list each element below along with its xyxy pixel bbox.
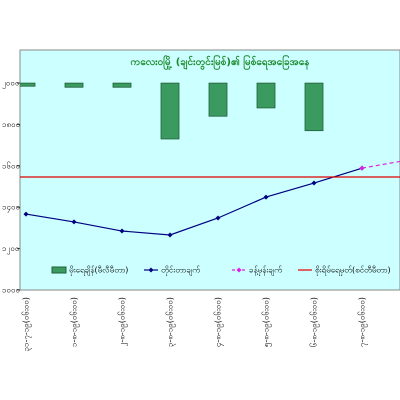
line [25,167,363,236]
point [71,219,77,225]
legend-marker [236,267,242,273]
point [23,211,29,217]
x-tick-label: ၃၁-၇-၁၉(၀၆း၀၀) [21,297,33,352]
x-tick-label: ၂-၈-၁၉(၀၆း၀၀) [117,297,129,347]
x-tick-label: ၅-၈-၁၉(၀၆း၀၀) [261,297,273,347]
point [263,194,269,200]
bar [20,82,36,87]
y-tick-label: ၁၀၀၀ [2,286,20,295]
chart-title: ကလေးဝမြို့ (ချင်းတွင်းမြစ်)၏ မြစ်ရေအခြေအ… [131,54,310,71]
bar [64,82,84,88]
x-tick-label: ၃-၈-၁၉(၀၆း၀၀) [165,297,177,347]
x-tick-label: ၁-၈-၁၉(၀၆း၀၀) [69,297,81,347]
y-tick-label: ၁၂၀၀ [2,244,19,255]
legend-marker [148,267,154,273]
point [311,180,317,186]
point [359,165,365,171]
x-tick-label: ၆-၈-၁၉(၀၆း၀၀) [309,297,321,347]
bar [256,82,276,109]
y-tick-label: ၂၀၀၀ [2,79,19,90]
legend-label: တိုင်းတာချက် [161,265,200,277]
forecast-line [361,160,400,169]
point [215,215,221,221]
x-tick-label: ၄-၈-၁၉(၀၆း၀၀) [213,297,225,347]
y-tick-label: ၁၆၀၀ [2,160,20,170]
bar [208,82,228,117]
legend-label: စိုးရိမ်ရေမှတ်(စင်တီမီတာ) [315,265,391,277]
bar [304,82,324,132]
point [167,232,173,238]
bar [112,82,132,88]
point [119,228,125,234]
y-tick-label: ၁၄၀၀ [2,203,20,214]
legend-label: မိုးရေချိန်(မီလီမီတာ) [69,265,128,277]
legend-swatch [51,266,67,274]
bar [160,82,180,140]
legend-label: ခန့်မှန်းချက် [249,265,282,277]
y-tick-label: ၁၈၀၀ [2,120,20,129]
x-tick-label: ၇-၈-၁၉(၀၆း၀၀) [357,297,369,347]
